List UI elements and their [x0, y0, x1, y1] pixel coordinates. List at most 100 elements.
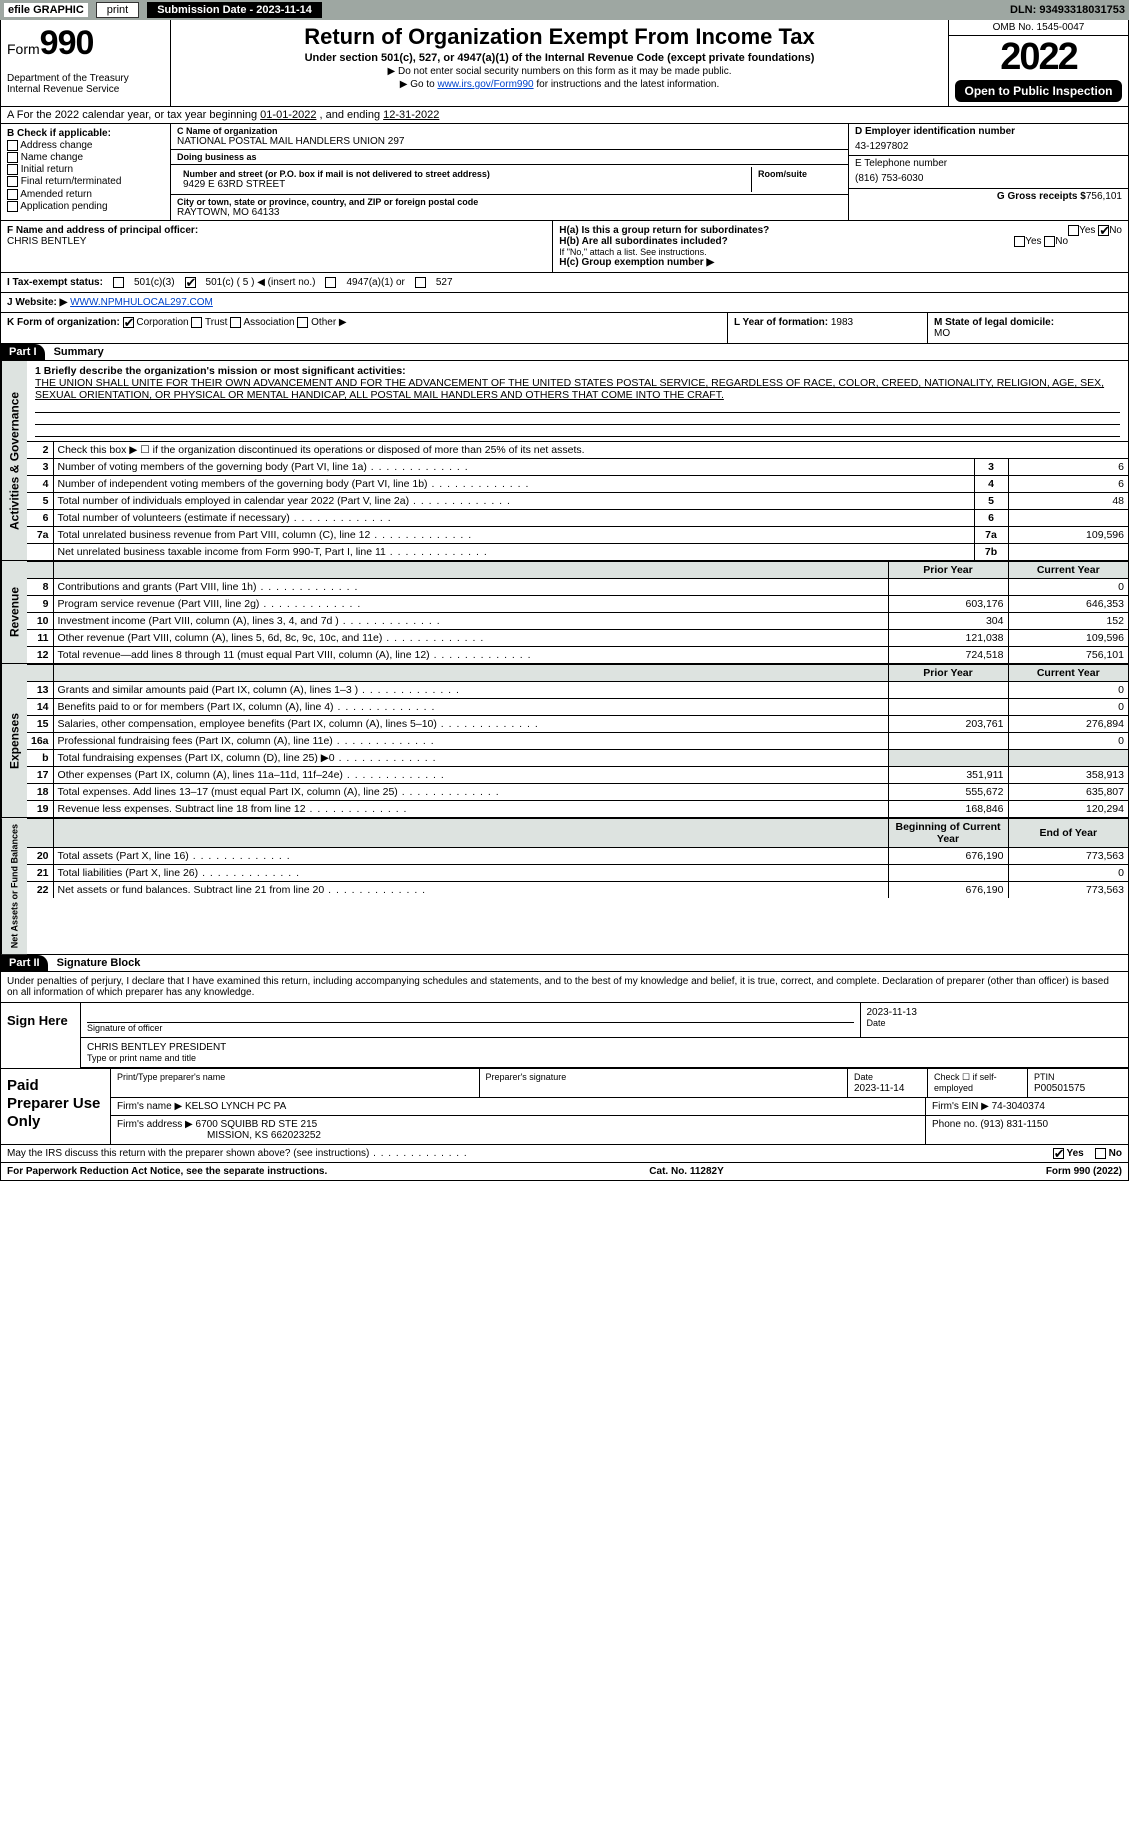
table-row: 21Total liabilities (Part X, line 26)0 [27, 865, 1128, 882]
efile-topbar: efile GRAPHIC print Submission Date - 20… [0, 0, 1129, 20]
form-subtitle-3: ▶ Go to www.irs.gov/Form990 for instruct… [179, 79, 940, 90]
col-b-item[interactable]: Application pending [7, 201, 164, 212]
omb-number: OMB No. 1545-0047 [949, 20, 1128, 36]
irs-link[interactable]: www.irs.gov/Form990 [437, 79, 533, 90]
h-a-yes-checkbox[interactable] [1068, 225, 1079, 236]
firm-name: KELSO LYNCH PC PA [185, 1101, 286, 1112]
501c3-checkbox[interactable] [113, 277, 124, 288]
table-row: 22Net assets or fund balances. Subtract … [27, 882, 1128, 899]
row-j-website: J Website: ▶ WWW.NPMHULOCAL297.COM [0, 293, 1129, 313]
paid-preparer-label: Paid Preparer Use Only [1, 1069, 111, 1144]
perjury-declaration: Under penalties of perjury, I declare th… [1, 972, 1128, 1003]
side-label-governance: Activities & Governance [1, 361, 27, 560]
firm-city: MISSION, KS 662023252 [117, 1130, 321, 1141]
section-revenue: Revenue Prior YearCurrent Year8Contribut… [0, 561, 1129, 664]
table-row: 10Investment income (Part VIII, column (… [27, 613, 1128, 630]
firm-phone: (913) 831-1150 [980, 1119, 1048, 1130]
h-b-no-checkbox[interactable] [1044, 236, 1055, 247]
col-de: D Employer identification number 43-1297… [848, 124, 1128, 220]
gross-receipts: 756,101 [1086, 191, 1122, 202]
table-row: 7aTotal unrelated business revenue from … [27, 527, 1128, 544]
officer-name-title: CHRIS BENTLEY PRESIDENT [87, 1042, 1122, 1053]
city-state-zip: RAYTOWN, MO 64133 [177, 207, 842, 218]
section-net-assets: Net Assets or Fund Balances Beginning of… [0, 818, 1129, 955]
h-b-yes-checkbox[interactable] [1014, 236, 1025, 247]
form-number: Form990 [7, 24, 164, 63]
mission-text: THE UNION SHALL UNITE FOR THEIR OWN ADVA… [35, 377, 1104, 401]
part-2-header: Part II Signature Block [0, 955, 1129, 972]
form-title: Return of Organization Exempt From Incom… [179, 24, 940, 50]
527-checkbox[interactable] [415, 277, 426, 288]
h-a-no-checkbox[interactable] [1098, 225, 1109, 236]
street-address: 9429 E 63RD STREET [183, 179, 745, 190]
k-assoc-checkbox[interactable] [230, 317, 241, 328]
row-i-tax-status: I Tax-exempt status: 501(c)(3) 501(c) ( … [0, 273, 1129, 293]
tax-year: 2022 [949, 36, 1128, 78]
sign-here-label: Sign Here [1, 1003, 81, 1068]
section-governance: Activities & Governance 1 Briefly descri… [0, 361, 1129, 561]
table-row: bTotal fundraising expenses (Part IX, co… [27, 750, 1128, 767]
k-other-checkbox[interactable] [297, 317, 308, 328]
table-row: 11Other revenue (Part VIII, column (A), … [27, 630, 1128, 647]
block-bcde: B Check if applicable: Address change Na… [0, 124, 1129, 221]
side-label-expenses: Expenses [1, 664, 27, 817]
website-link[interactable]: WWW.NPMHULOCAL297.COM [70, 297, 213, 308]
table-row: 3Number of voting members of the governi… [27, 459, 1128, 476]
efile-badge: efile GRAPHIC [4, 3, 88, 17]
section-expenses: Expenses Prior YearCurrent Year13Grants … [0, 664, 1129, 818]
dln-label: DLN: 93493318031753 [1010, 4, 1125, 16]
col-b-item[interactable]: Initial return [7, 164, 164, 175]
ptin: P00501575 [1034, 1083, 1085, 1094]
table-row: 8Contributions and grants (Part VIII, li… [27, 579, 1128, 596]
4947-checkbox[interactable] [325, 277, 336, 288]
signature-block: Under penalties of perjury, I declare th… [0, 972, 1129, 1145]
k-corp-checkbox[interactable] [123, 317, 134, 328]
firm-ein: 74-3040374 [992, 1101, 1045, 1112]
phone: (816) 753-6030 [855, 169, 1122, 184]
table-row: 19Revenue less expenses. Subtract line 1… [27, 801, 1128, 818]
col-b-item[interactable]: Final return/terminated [7, 176, 164, 187]
table-row: 18Total expenses. Add lines 13–17 (must … [27, 784, 1128, 801]
k-trust-checkbox[interactable] [191, 317, 202, 328]
row-fh: F Name and address of principal officer:… [0, 221, 1129, 273]
side-label-net: Net Assets or Fund Balances [1, 818, 27, 954]
table-row: 15Salaries, other compensation, employee… [27, 716, 1128, 733]
form-subtitle-1: Under section 501(c), 527, or 4947(a)(1)… [179, 52, 940, 64]
row-a-tax-year: A For the 2022 calendar year, or tax yea… [0, 107, 1129, 124]
table-row: 6Total number of volunteers (estimate if… [27, 510, 1128, 527]
table-row: 12Total revenue—add lines 8 through 11 (… [27, 647, 1128, 664]
501c-checkbox[interactable] [185, 277, 196, 288]
irs-discuss-row: May the IRS discuss this return with the… [0, 1145, 1129, 1163]
irs-no-checkbox[interactable] [1095, 1148, 1106, 1159]
ein: 43-1297802 [855, 137, 1122, 152]
table-row: 4Number of independent voting members of… [27, 476, 1128, 493]
form-header: Form990 Department of the Treasury Inter… [0, 20, 1129, 107]
submission-date: Submission Date - 2023-11-14 [147, 2, 322, 18]
col-c-org-info: C Name of organization NATIONAL POSTAL M… [171, 124, 848, 220]
org-name: NATIONAL POSTAL MAIL HANDLERS UNION 297 [177, 136, 842, 147]
table-row: 14Benefits paid to or for members (Part … [27, 699, 1128, 716]
part-1-header: Part I Summary [0, 344, 1129, 361]
table-row: 16aProfessional fundraising fees (Part I… [27, 733, 1128, 750]
print-button[interactable]: print [96, 2, 139, 18]
dept-label: Department of the Treasury Internal Reve… [7, 73, 164, 95]
col-b-item[interactable]: Address change [7, 140, 164, 151]
open-public-badge: Open to Public Inspection [955, 80, 1122, 102]
firm-address: 6700 SQUIBB RD STE 215 [196, 1119, 318, 1130]
col-b-item[interactable]: Amended return [7, 189, 164, 200]
table-row: Net unrelated business taxable income fr… [27, 544, 1128, 561]
page-footer: For Paperwork Reduction Act Notice, see … [0, 1163, 1129, 1181]
irs-yes-checkbox[interactable] [1053, 1148, 1064, 1159]
row-klm: K Form of organization: Corporation Trus… [0, 313, 1129, 344]
col-b-item[interactable]: Name change [7, 152, 164, 163]
form-subtitle-2: ▶ Do not enter social security numbers o… [179, 66, 940, 77]
table-row: 13Grants and similar amounts paid (Part … [27, 682, 1128, 699]
sig-date: 2023-11-13 [867, 1007, 1123, 1018]
table-row: 17Other expenses (Part IX, column (A), l… [27, 767, 1128, 784]
table-row: 20Total assets (Part X, line 16)676,1907… [27, 848, 1128, 865]
side-label-revenue: Revenue [1, 561, 27, 663]
table-row: 5Total number of individuals employed in… [27, 493, 1128, 510]
principal-officer: CHRIS BENTLEY [7, 236, 86, 247]
table-row: 9Program service revenue (Part VIII, lin… [27, 596, 1128, 613]
col-b-checkboxes: B Check if applicable: Address change Na… [1, 124, 171, 220]
